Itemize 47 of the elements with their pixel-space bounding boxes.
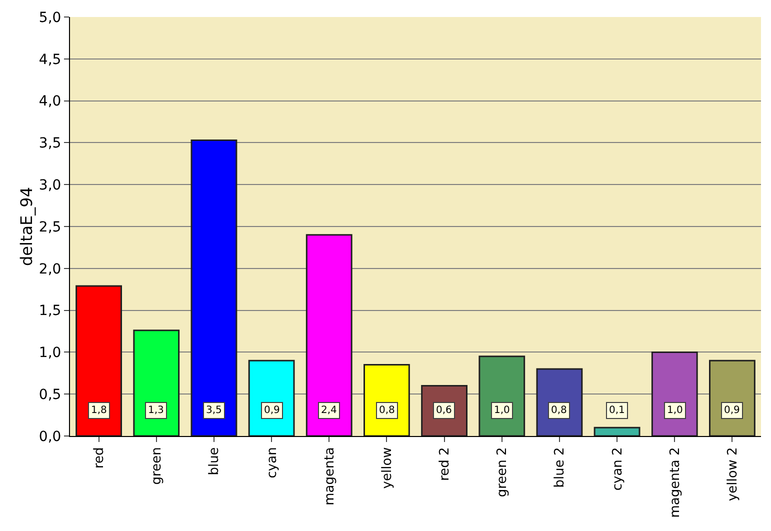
y-tick-label: 4,5 <box>38 52 62 68</box>
y-tick-label: 5,0 <box>38 10 62 26</box>
x-tick-label: yellow <box>380 446 395 489</box>
x-tick-label: magenta 2 <box>668 447 683 518</box>
x-tick-label: blue 2 <box>552 447 568 488</box>
data-label: 0,8 <box>379 405 395 416</box>
data-label: 1,8 <box>91 405 107 416</box>
data-label: 0,8 <box>551 405 567 416</box>
bar <box>709 360 756 436</box>
x-tick-label: cyan <box>264 447 280 478</box>
bar <box>248 360 295 436</box>
y-tick-label: 0,5 <box>38 387 62 403</box>
data-label: 1,0 <box>667 405 683 416</box>
y-tick-label: 3,0 <box>38 178 62 194</box>
bar <box>478 356 526 436</box>
data-label: 3,5 <box>206 405 222 416</box>
y-tick-label: 2,5 <box>38 219 62 236</box>
y-tick-label: 0,0 <box>38 428 62 445</box>
bar <box>364 364 410 436</box>
x-tick-label: red <box>92 447 108 469</box>
y-tick-label: 1,0 <box>38 345 62 362</box>
x-tick-label: yellow 2 <box>725 447 740 502</box>
bar <box>536 368 583 436</box>
data-label: 2,4 <box>321 405 337 416</box>
bar <box>76 285 122 436</box>
y-tick-label: 1,5 <box>38 303 62 320</box>
y-axis-title: deltaE_94 <box>16 187 36 266</box>
bar <box>651 351 698 436</box>
data-label: 0,9 <box>264 405 280 416</box>
data-label: 1,3 <box>148 405 164 416</box>
bar <box>133 330 180 436</box>
y-tick-label: 3,5 <box>38 136 62 152</box>
data-label: 1,0 <box>494 405 510 416</box>
data-label: 0,6 <box>436 405 452 416</box>
bar <box>594 426 640 436</box>
x-tick-label: red 2 <box>438 447 453 481</box>
x-tick-label: magenta <box>322 447 338 506</box>
data-label: 0,1 <box>609 405 625 416</box>
y-tick-label: 4,0 <box>38 94 62 110</box>
x-tick-label: green <box>150 447 165 485</box>
x-tick-label: blue <box>207 447 222 476</box>
bar <box>306 234 352 436</box>
x-tick-label: cyan 2 <box>610 447 626 491</box>
data-label: 0,9 <box>724 405 740 416</box>
x-tick-label: green 2 <box>495 447 510 498</box>
y-tick-label: 2,0 <box>38 261 62 278</box>
bar <box>190 139 238 436</box>
